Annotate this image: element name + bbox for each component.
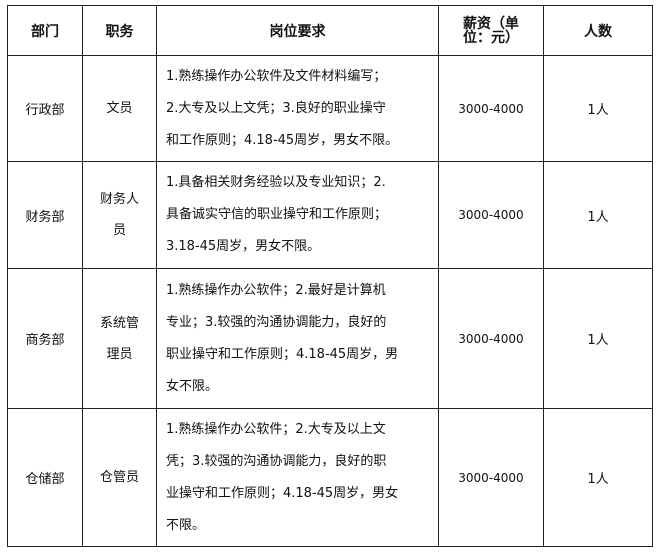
count-cell: 1人 (543, 268, 653, 409)
count-cell: 1人 (543, 161, 653, 269)
table-row: 商务部 系统管 理员 1.熟练操作办公软件；2.最好是计算机 专业；3.较强的沟通协调能… (7, 268, 653, 409)
requirement-line: 女不限。 (166, 378, 219, 394)
salary-cell: 3000-4000 (438, 161, 544, 269)
requirements-cell: 1.具备相关财务经验以及专业知识；2. 具备诚实守信的职业操守和工作原则； 3.18… (156, 161, 439, 269)
header-row: 部门 职务 岗位要求 薪资（单 位：元） 人数 (7, 5, 653, 56)
salary-cell: 3000-4000 (438, 408, 544, 547)
dept-cell: 财务部 (7, 161, 83, 269)
requirement-line: 凭；3.较强的沟通协调能力，良好的职 (166, 453, 387, 469)
header-salary-line: 薪资（单 (463, 15, 519, 32)
header-count: 人数 (543, 5, 653, 56)
header-salary: 薪资（单 位：元） (438, 5, 544, 56)
requirement-line: 业操守和工作原则；4.18-45周岁，男女 (166, 485, 399, 501)
table-row: 财务部 财务人员 1.具备相关财务经验以及专业知识；2. 具备诚实守信的职业操守和工作… (7, 161, 653, 269)
requirement-line: 1.熟练操作办公软件；2.大专及以上文 (166, 421, 386, 437)
position-line: 员 (112, 223, 126, 238)
requirements-cell: 1.熟练操作办公软件；2.最好是计算机 专业；3.较强的沟通协调能力，良好的 职业操… (156, 268, 439, 409)
dept-cell: 仓储部 (7, 408, 83, 547)
job-table: 部门 职务 岗位要求 薪资（单 位：元） 人数 行政部 文员 1.熟练操作办公软件及文… (7, 5, 653, 547)
position-cell: 文员 (82, 55, 157, 162)
position-line: 理员 (106, 346, 133, 362)
salary-cell: 3000-4000 (438, 55, 544, 162)
header-position: 职务 (82, 5, 157, 56)
requirement-line: 专业；3.较强的沟通协调能力，良好的 (166, 314, 387, 330)
position-cell: 仓管员 (82, 408, 157, 547)
requirement-line: 2.大专及以上文凭；3.良好的职业操守 (166, 100, 386, 116)
requirement-line: 1.具备相关财务经验以及专业知识；2. (166, 175, 386, 190)
requirement-line: 3.18-45周岁，男女不限。 (166, 239, 321, 254)
header-salary-line: 位：元） (463, 29, 519, 46)
salary-cell: 3000-4000 (438, 268, 544, 409)
count-cell: 1人 (543, 55, 653, 162)
requirements-cell: 1.熟练操作办公软件及文件材料编写； 2.大专及以上文凭；3.良好的职业操守 和工作… (156, 55, 439, 162)
position-line: 文员 (106, 101, 133, 116)
dept-cell: 行政部 (7, 55, 83, 162)
position-line: 财务人 (99, 192, 139, 207)
requirements-cell: 1.熟练操作办公软件；2.大专及以上文 凭；3.较强的沟通协调能力，良好的职 业操守… (156, 408, 439, 547)
requirement-line: 1.熟练操作办公软件及文件材料编写； (166, 68, 387, 84)
position-cell: 财务人员 (82, 161, 157, 269)
position-cell: 系统管 理员 (82, 268, 157, 409)
header-dept: 部门 (7, 5, 83, 56)
table-row: 仓储部 仓管员 1.熟练操作办公软件；2.大专及以上文 凭；3.较强的沟通协调能力，良… (7, 408, 653, 547)
table-row: 行政部 文员 1.熟练操作办公软件及文件材料编写； 2.大专及以上文凭；3.良好的职业… (7, 55, 653, 162)
count-cell: 1人 (543, 408, 653, 547)
requirement-line: 不限。 (166, 517, 206, 533)
requirement-line: 职业操守和工作原则；4.18-45周岁，男 (166, 346, 399, 362)
position-line: 仓管员 (99, 470, 139, 485)
requirement-line: 1.熟练操作办公软件；2.最好是计算机 (166, 282, 386, 298)
requirement-line: 具备诚实守信的职业操守和工作原则； (166, 207, 388, 222)
requirement-line: 和工作原则；4.18-45周岁，男女不限。 (166, 132, 399, 148)
position-line: 系统管 (99, 315, 139, 331)
header-requirements: 岗位要求 (156, 5, 439, 56)
dept-cell: 商务部 (7, 268, 83, 409)
